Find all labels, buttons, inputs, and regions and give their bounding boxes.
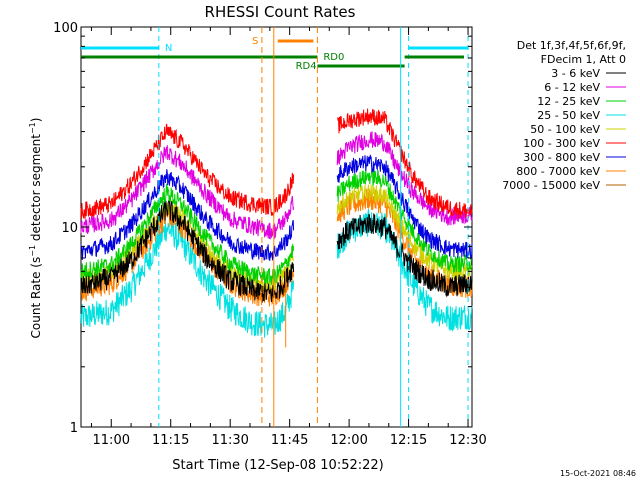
- x-tick-label: 12:00: [330, 433, 367, 448]
- series-line-25-50kev-0: [80, 218, 295, 338]
- series-line-6-12kev-0: [80, 145, 295, 240]
- saa-label: S: [252, 36, 258, 47]
- x-tick-label: 11:45: [271, 433, 308, 448]
- series-line-50-100kev-1: [336, 184, 473, 281]
- x-tick-label: 11:15: [152, 433, 189, 448]
- y-axis-ticks: 1 10 100: [53, 21, 472, 436]
- legend-entry: 7000 - 15000 keV: [502, 179, 600, 192]
- x-axis-ticks: 11:00 11:15 11:30 11:45 12:00 12:15 12:30: [90, 27, 487, 448]
- series-line-12-25kev-1: [336, 167, 473, 274]
- y-tick-label: 1: [70, 421, 78, 436]
- series-line-800-7000kev-1: [336, 188, 473, 299]
- legend-entry: 12 - 25 keV: [537, 95, 600, 108]
- series-layer: [80, 108, 473, 338]
- series-line-12-25kev-0: [80, 183, 295, 285]
- x-axis-label: Start Time (12-Sep-08 10:52:22): [172, 458, 383, 473]
- series-line-100-300kev-1: [336, 108, 473, 219]
- footer-timestamp: 15-Oct-2021 08:46: [560, 469, 636, 478]
- x-tick-label: 12:15: [390, 433, 427, 448]
- legend-entry: 3 - 6 keV: [551, 67, 600, 80]
- night-label: N: [165, 43, 172, 54]
- series-line-3-6kev-1: [336, 213, 473, 298]
- y-axis-label: Count Rate (s−1 detector segment−1): [28, 118, 43, 339]
- x-tick-label: 11:00: [93, 433, 130, 448]
- legend-entry: 800 - 7000 keV: [516, 165, 600, 178]
- rd0-label: RD0: [323, 52, 344, 63]
- legend-entry: 25 - 50 keV: [537, 109, 600, 122]
- series-line-300-800kev-1: [336, 154, 473, 260]
- x-tick-label: 11:30: [211, 433, 248, 448]
- rd4-label: RD4: [296, 61, 317, 72]
- series-line-3-6kev-0: [80, 198, 295, 303]
- series-line-100-300kev-0: [80, 123, 295, 220]
- y-tick-label: 100: [53, 21, 78, 36]
- y-tick-label: 10: [61, 221, 78, 236]
- legend-header: FDecim 1, Att 0: [541, 53, 626, 66]
- chart-title: RHESSI Count Rates: [205, 3, 356, 21]
- x-tick-label: 12:30: [449, 433, 486, 448]
- legend-entry: 100 - 300 keV: [523, 137, 600, 150]
- legend-entry: 300 - 800 keV: [523, 151, 600, 164]
- legend-entry: 6 - 12 keV: [544, 81, 600, 94]
- series-line-6-12kev-1: [336, 131, 473, 226]
- legend: Det 1f,3f,4f,5f,6f,9f,FDecim 1, Att 03 -…: [502, 39, 626, 192]
- series-line-300-800kev-0: [80, 169, 295, 261]
- legend-header: Det 1f,3f,4f,5f,6f,9f,: [517, 39, 626, 52]
- legend-entry: 50 - 100 keV: [530, 123, 600, 136]
